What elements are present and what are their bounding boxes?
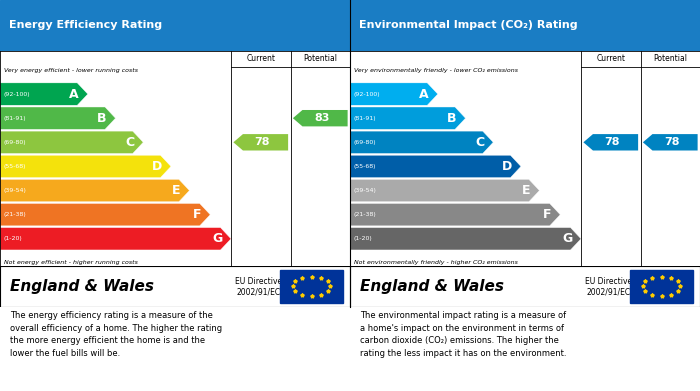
Text: Potential: Potential: [303, 54, 337, 63]
Text: (55-68): (55-68): [4, 164, 26, 169]
Polygon shape: [0, 228, 231, 250]
Polygon shape: [0, 179, 190, 202]
Polygon shape: [350, 228, 581, 250]
Text: (81-91): (81-91): [354, 116, 376, 121]
Text: Current: Current: [246, 54, 275, 63]
Text: G: G: [562, 232, 573, 245]
Text: Environmental Impact (CO₂) Rating: Environmental Impact (CO₂) Rating: [358, 20, 578, 30]
Text: C: C: [125, 136, 134, 149]
Text: D: D: [502, 160, 512, 173]
Text: (55-68): (55-68): [354, 164, 376, 169]
Text: (92-100): (92-100): [4, 91, 30, 97]
Text: Not environmentally friendly - higher CO₂ emissions: Not environmentally friendly - higher CO…: [354, 260, 517, 265]
Text: E: E: [522, 184, 531, 197]
Polygon shape: [350, 83, 438, 105]
Text: The environmental impact rating is a measure of
a home's impact on the environme: The environmental impact rating is a mea…: [360, 311, 567, 358]
Text: D: D: [152, 160, 162, 173]
Text: Current: Current: [596, 54, 625, 63]
Text: Very environmentally friendly - lower CO₂ emissions: Very environmentally friendly - lower CO…: [354, 68, 517, 73]
Text: F: F: [543, 208, 552, 221]
Text: England & Wales: England & Wales: [10, 279, 155, 294]
Polygon shape: [0, 203, 210, 226]
Text: A: A: [419, 88, 429, 100]
Text: A: A: [69, 88, 79, 100]
Text: (92-100): (92-100): [354, 91, 380, 97]
Text: Energy Efficiency Rating: Energy Efficiency Rating: [8, 20, 162, 30]
Text: (39-54): (39-54): [354, 188, 377, 193]
Polygon shape: [643, 134, 698, 151]
Text: B: B: [447, 112, 456, 125]
Polygon shape: [350, 155, 521, 178]
Polygon shape: [350, 131, 494, 154]
Text: 78: 78: [664, 137, 680, 147]
Text: Very energy efficient - lower running costs: Very energy efficient - lower running co…: [4, 68, 137, 73]
Text: G: G: [212, 232, 223, 245]
Bar: [630, 270, 693, 303]
Text: (1-20): (1-20): [354, 236, 372, 241]
Text: (21-38): (21-38): [354, 212, 377, 217]
Text: B: B: [97, 112, 106, 125]
Text: England & Wales: England & Wales: [360, 279, 505, 294]
Text: Potential: Potential: [653, 54, 687, 63]
Text: 83: 83: [314, 113, 329, 123]
Text: EU Directive
2002/91/EC: EU Directive 2002/91/EC: [235, 277, 283, 296]
Text: (81-91): (81-91): [4, 116, 26, 121]
Text: Not energy efficient - higher running costs: Not energy efficient - higher running co…: [4, 260, 137, 265]
Polygon shape: [583, 134, 638, 151]
Polygon shape: [0, 131, 144, 154]
Polygon shape: [0, 107, 116, 129]
Text: (39-54): (39-54): [4, 188, 27, 193]
Text: (69-80): (69-80): [354, 140, 376, 145]
Text: 78: 78: [254, 137, 270, 147]
Polygon shape: [0, 155, 171, 178]
Text: 78: 78: [604, 137, 620, 147]
Polygon shape: [293, 110, 348, 126]
Text: F: F: [193, 208, 202, 221]
Polygon shape: [350, 179, 540, 202]
Text: (69-80): (69-80): [4, 140, 26, 145]
Text: E: E: [172, 184, 181, 197]
Text: C: C: [475, 136, 484, 149]
Text: EU Directive
2002/91/EC: EU Directive 2002/91/EC: [585, 277, 633, 296]
Bar: [280, 270, 343, 303]
Text: (1-20): (1-20): [4, 236, 22, 241]
Polygon shape: [350, 107, 466, 129]
Polygon shape: [233, 134, 288, 151]
Polygon shape: [0, 83, 88, 105]
Polygon shape: [350, 203, 560, 226]
Text: The energy efficiency rating is a measure of the
overall efficiency of a home. T: The energy efficiency rating is a measur…: [10, 311, 223, 358]
Text: (21-38): (21-38): [4, 212, 27, 217]
